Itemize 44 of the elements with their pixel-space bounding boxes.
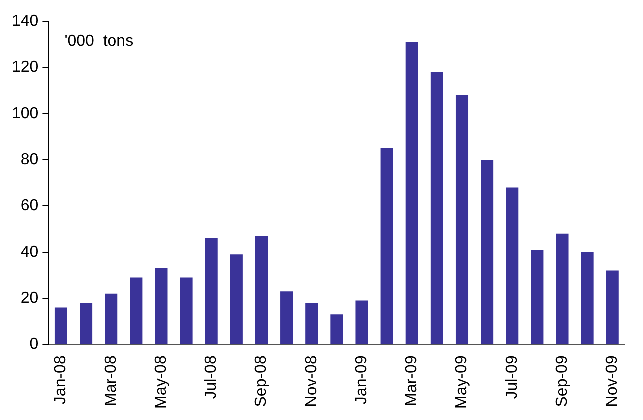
- bar: [456, 95, 469, 344]
- y-tick-label: 100: [12, 105, 39, 122]
- y-tick-label: 80: [20, 151, 39, 168]
- x-tick-label: Jul-09: [504, 356, 521, 400]
- x-tick-label: Jan-09: [353, 356, 370, 405]
- bar: [306, 303, 318, 344]
- bar: [330, 314, 344, 344]
- bar: [581, 252, 594, 344]
- bar: [80, 303, 93, 344]
- bar: [280, 292, 294, 344]
- bar: [556, 234, 569, 344]
- x-tick-label: Sep-09: [554, 356, 571, 408]
- bar: [255, 236, 268, 344]
- x-tick-label: Jul-08: [203, 356, 220, 400]
- bar: [506, 188, 519, 344]
- bar: [205, 238, 218, 344]
- x-tick-label: Sep-08: [253, 356, 270, 408]
- y-tick-label: 120: [12, 59, 39, 76]
- x-tick-label: Nov-08: [303, 356, 320, 408]
- bar: [230, 254, 243, 344]
- bar: [430, 72, 444, 344]
- bar: [380, 148, 394, 344]
- bar: [406, 42, 418, 344]
- x-tick-label: Nov-09: [604, 356, 622, 408]
- bar: [54, 308, 68, 344]
- y-tick-label: 0: [30, 336, 39, 354]
- bar: [481, 160, 494, 344]
- annotation: '000 tons: [64, 33, 134, 50]
- x-tick-label: Mar-09: [404, 356, 421, 406]
- bar: [105, 294, 118, 344]
- x-tick-label: May-09: [454, 356, 471, 410]
- y-tick-label: 60: [20, 198, 39, 215]
- bar: [606, 270, 619, 344]
- bar: [356, 300, 368, 344]
- x-tick-label: May-08: [152, 356, 170, 410]
- bar: [155, 268, 168, 344]
- y-tick-label: 20: [20, 290, 39, 307]
- bar: [130, 278, 143, 344]
- x-tick-label: Jan-08: [52, 356, 70, 405]
- bar: [531, 250, 544, 344]
- y-tick-label: 140: [12, 13, 39, 30]
- x-tick-label: Mar-08: [102, 356, 120, 406]
- y-tick-label: 40: [20, 244, 39, 261]
- bar: [180, 278, 193, 344]
